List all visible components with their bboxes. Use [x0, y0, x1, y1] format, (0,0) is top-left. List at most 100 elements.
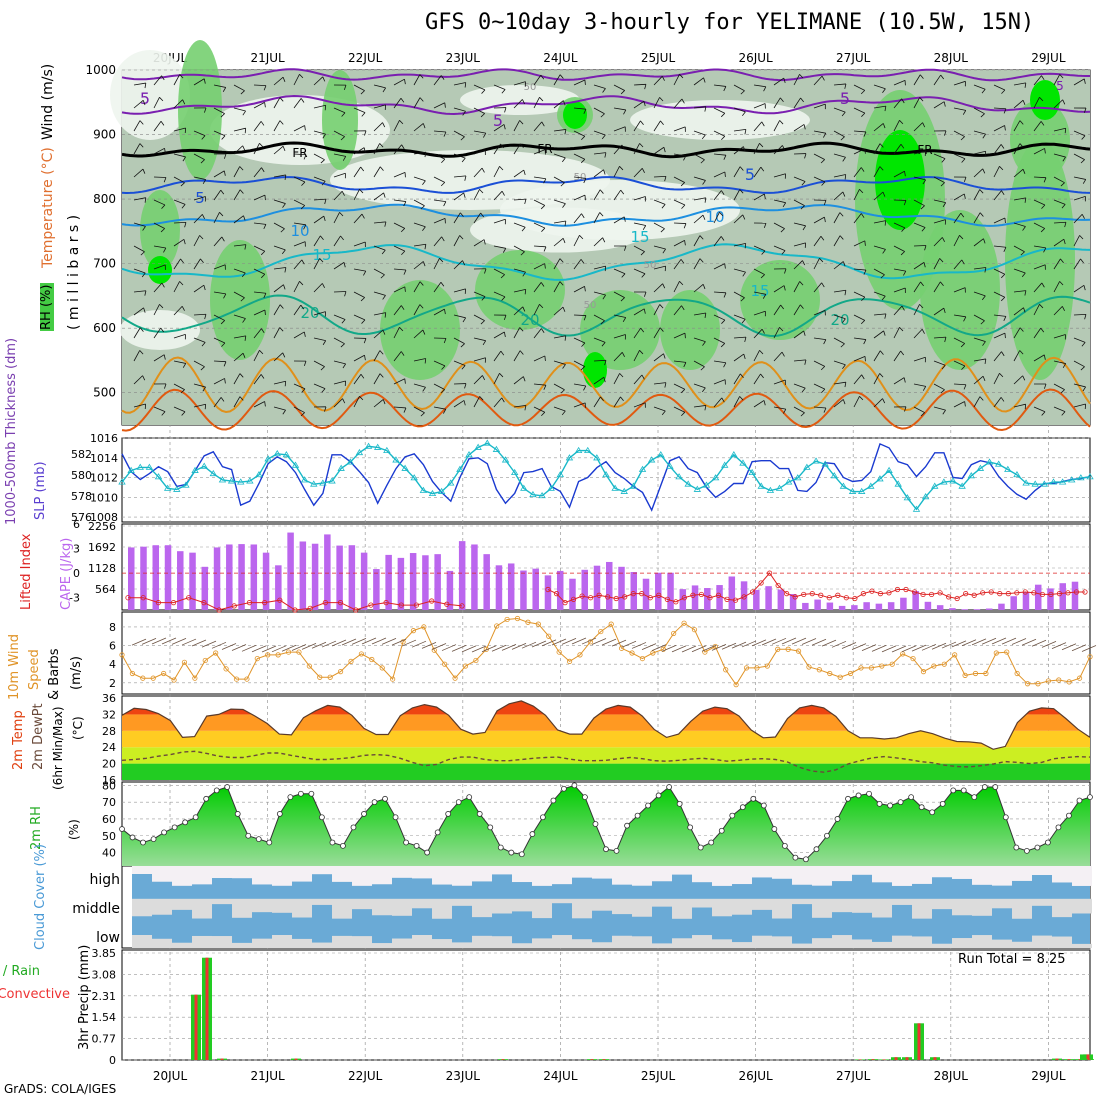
- wind-barb-flag: [483, 132, 487, 138]
- cloud-mid-gap: [492, 898, 512, 914]
- wind-barb-flag: [361, 112, 366, 117]
- wind-barb: [973, 267, 986, 270]
- wind-barb-flag: [844, 174, 847, 180]
- wind-barb: [453, 192, 464, 201]
- pressure-tick: 900: [93, 128, 116, 142]
- surface-wind-barb: [161, 637, 177, 645]
- thickness-point: [721, 461, 729, 468]
- wind-barb: [573, 194, 586, 201]
- wind-barb: [633, 83, 647, 86]
- wind-barb: [913, 281, 921, 293]
- rh-point: [866, 790, 872, 797]
- wind-barb: [433, 75, 442, 86]
- thickness-point: [867, 482, 875, 489]
- surface-wind-barb: [141, 638, 157, 645]
- wind-barb: [653, 265, 666, 270]
- wind-barb: [833, 337, 845, 345]
- wind-speed-point: [837, 674, 843, 680]
- rh-point: [729, 812, 736, 819]
- wind-barb-flag: [842, 157, 846, 162]
- wind-barb-flag: [804, 153, 807, 159]
- wind-barb-flag: [279, 97, 284, 102]
- wind-barb-flag: [321, 388, 326, 393]
- wind-barb: [833, 314, 846, 320]
- wind-barb: [573, 360, 585, 367]
- wind-barb-flag: [823, 200, 827, 206]
- wind-barb-flag: [659, 304, 664, 309]
- wind-barb-flag: [800, 412, 805, 417]
- cloud-level-label: middle: [72, 901, 120, 917]
- wind-barb: [513, 99, 523, 109]
- rh-point: [213, 787, 220, 794]
- wind-barb: [1033, 97, 1040, 109]
- wind-barb: [413, 358, 426, 362]
- wind-barb-flag: [739, 396, 744, 401]
- cloud-low-gap: [572, 939, 592, 948]
- contour-label: 5: [140, 89, 150, 108]
- wind-barb-flag: [163, 247, 167, 253]
- cloud-low-gap: [252, 938, 272, 948]
- surface-wind-barb: [841, 642, 857, 649]
- wind-barb-flag: [839, 235, 844, 240]
- wind-barb-flag: [680, 182, 685, 187]
- thickness-point: [839, 482, 848, 489]
- wind-barb-flag: [723, 86, 727, 92]
- surface-wind-barb: [961, 639, 977, 647]
- wind-barb-flag: [279, 327, 284, 332]
- wind-barb-flag: [142, 226, 146, 231]
- cloud-high-gap: [592, 866, 612, 879]
- wind-barb: [873, 191, 884, 201]
- wind-barb: [293, 383, 306, 390]
- wind-barb-flag: [984, 267, 987, 273]
- thickness-point: [337, 464, 345, 471]
- cape-bar: [164, 545, 172, 610]
- thickness-point: [191, 466, 199, 473]
- rh-point: [361, 811, 367, 817]
- wind-barb-flag: [440, 75, 445, 80]
- wind-barb-flag: [242, 318, 246, 323]
- wind-barb: [973, 314, 985, 322]
- li-point: [562, 600, 568, 606]
- wind-barb: [993, 107, 1007, 110]
- wind-barb: [413, 243, 426, 247]
- wind-barb-flag: [320, 235, 324, 240]
- wind-barb-flag: [300, 304, 305, 310]
- wind-barb: [513, 327, 521, 339]
- rh-point: [918, 804, 925, 811]
- wind-barb: [973, 168, 984, 178]
- wind-barb-flag: [403, 269, 407, 275]
- wind-tick: 4: [109, 658, 116, 671]
- wind-barb-flag: [1062, 363, 1067, 369]
- wind-barb-flag: [960, 136, 965, 141]
- axis-label-total-rain: tal / Rain: [0, 964, 40, 979]
- wind-barb: [693, 235, 701, 247]
- wind-barb-flag: [1022, 226, 1026, 231]
- thickness-point: [401, 464, 409, 471]
- wind-barb-flag: [1040, 327, 1045, 333]
- wind-barb: [233, 189, 241, 201]
- wind-barb-flag: [961, 158, 966, 163]
- date-label-bottom: 26JUL: [738, 1069, 773, 1083]
- cloud-high-gap: [852, 866, 872, 875]
- wind-barb-flag: [704, 312, 707, 319]
- cloud-mid-gap: [292, 898, 312, 918]
- wind-barb-flag: [580, 159, 586, 164]
- wind-barb-flag: [879, 373, 884, 378]
- cape-bar: [189, 552, 196, 610]
- wind-barb-flag: [1059, 281, 1064, 286]
- precip-convective-bar: [1067, 1059, 1071, 1060]
- wind-barb-flag: [260, 374, 265, 379]
- wind-barb-flag: [524, 405, 527, 411]
- wind-barb-flag: [863, 131, 867, 137]
- wind-barb: [333, 130, 345, 137]
- wind-barb: [913, 74, 921, 86]
- wind-barb-flag: [942, 202, 947, 208]
- wind-barb-flag: [179, 281, 184, 286]
- wind-barb: [813, 153, 825, 160]
- wind-barb-flag: [1043, 247, 1047, 253]
- wind-barb-flag: [303, 224, 307, 230]
- pressure-tick: 1000: [85, 63, 116, 77]
- wind-barb-flag: [699, 258, 704, 263]
- wind-barb-flag: [139, 120, 144, 125]
- wind-barb-flag: [322, 133, 326, 139]
